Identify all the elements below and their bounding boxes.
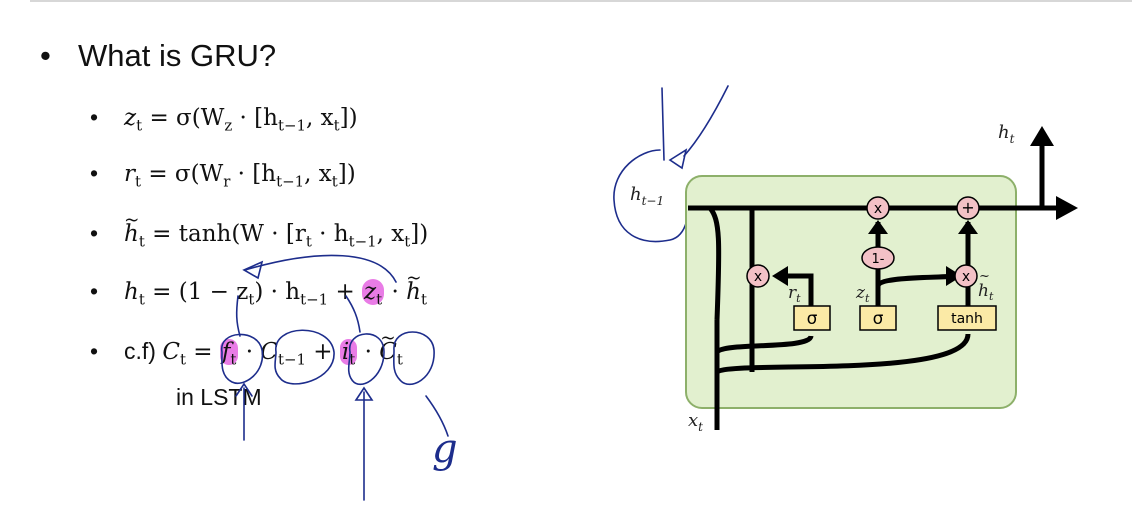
htilde-label: ht	[978, 281, 994, 303]
tanh-box	[937, 305, 997, 331]
highlight-f: ft	[219, 339, 239, 369]
r-label: rt	[788, 283, 801, 305]
ink-arrow-hprev	[683, 85, 729, 157]
bullet-icon: •	[90, 160, 99, 186]
sigma-update-label: σ	[873, 309, 884, 329]
plus-gate	[956, 196, 980, 220]
plus-gate-label: +	[961, 198, 974, 217]
top-divider	[30, 0, 1132, 2]
equation-reset-gate: • rt = σ(Wr · [ht−1, xt])	[90, 160, 356, 191]
ink-circle-hprev	[613, 149, 690, 243]
ink-line-hprev	[661, 87, 665, 161]
hprev-to-reset	[707, 206, 722, 321]
h-prev-label: ht−1	[630, 184, 664, 208]
z-to-mult3-arrowhead	[946, 266, 962, 286]
equation-candidate: •ht = tanh(W · [rt · ht−1, xt])	[90, 210, 428, 251]
equation-lstm-cell: •c.f) Ct = ft · Ct−1 + it · Ct	[90, 328, 403, 369]
mult-gate-top	[866, 196, 890, 220]
equation-update-gate: • zt = σ(Wz · [ht−1, xt])	[90, 104, 358, 135]
bullet-icon: •	[90, 104, 99, 130]
h-out-arrowhead	[1030, 126, 1054, 146]
bullet-icon: •	[90, 278, 99, 304]
mult-gate-candidate-label: x	[962, 269, 970, 285]
bullet-icon: •	[90, 220, 99, 246]
x-in-label: xt	[688, 410, 703, 434]
one-minus-label: 1-	[872, 252, 885, 267]
bullet-icon: •	[90, 338, 99, 364]
update-arrowhead	[868, 220, 888, 234]
ink-arrowhead-f	[235, 382, 253, 397]
x-to-gates	[715, 334, 814, 355]
ink-arrow-z-to-h	[244, 254, 397, 283]
ink-circle-ct	[392, 331, 435, 386]
ink-arrowhead-i	[354, 386, 374, 401]
sigma-reset-label: σ	[807, 309, 818, 329]
tanh-label: tanh	[951, 311, 983, 327]
ink-letter-g: g	[432, 426, 458, 472]
ink-circle-cprev	[274, 329, 335, 385]
ink-arrowhead	[242, 260, 264, 280]
sigma-box-reset	[793, 305, 831, 331]
htilde-tilde: ~	[979, 269, 990, 284]
ink-circle-i	[347, 333, 385, 386]
h-right-arrowhead	[1056, 196, 1078, 220]
highlight-z: zt	[362, 279, 385, 309]
sigma-box-update	[859, 305, 897, 331]
heading-text: What is GRU?	[78, 38, 277, 73]
bullet-icon: •	[40, 38, 51, 73]
ink-circle-f	[221, 333, 264, 385]
reset-arrowhead	[772, 266, 788, 286]
h-out-label: ht	[998, 122, 1015, 146]
x-to-tanh	[715, 333, 971, 375]
mult-gate-top-label: x	[874, 201, 882, 217]
ink-arrow-into-i	[345, 295, 361, 333]
one-minus-gate	[861, 246, 895, 270]
heading: • What is GRU?	[40, 38, 276, 74]
gru-cell-diagram: x + 1- x x σ σ tanh ht−1 ht xt rt zt ht …	[630, 122, 1078, 434]
cell-box	[685, 175, 1017, 409]
ink-arrow-g	[425, 395, 449, 437]
ink-arrow-into-f	[235, 295, 241, 337]
z-label: zt	[855, 283, 870, 305]
equation-hidden-state: •ht = (1 − zt) · ht−1 + zt · ht	[90, 268, 427, 309]
mult-gate-reset	[746, 264, 770, 288]
ink-arrowhead-hprev	[668, 148, 688, 170]
mult-gate-reset-label: x	[754, 269, 762, 285]
highlight-i: it	[339, 339, 358, 369]
tanh-arrowhead	[958, 220, 978, 234]
mult-gate-candidate	[954, 264, 978, 288]
